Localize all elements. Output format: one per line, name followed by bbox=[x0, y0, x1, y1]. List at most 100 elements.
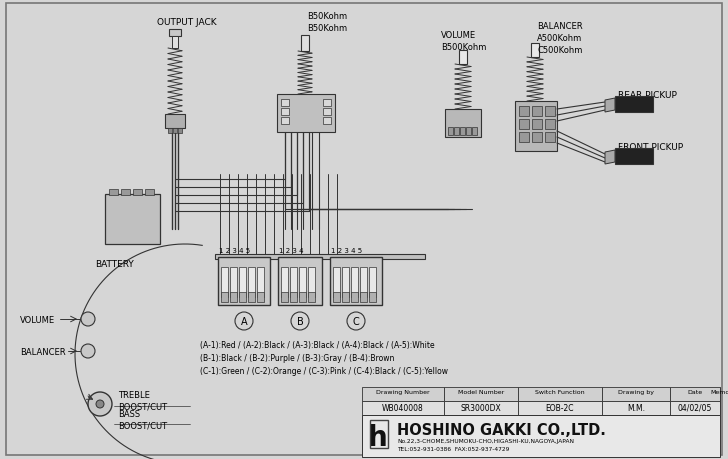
Bar bbox=[323, 118, 331, 125]
Bar bbox=[448, 128, 453, 136]
Bar bbox=[342, 292, 349, 302]
Text: TEL:052-931-0386  FAX:052-937-4729: TEL:052-931-0386 FAX:052-937-4729 bbox=[397, 446, 510, 451]
Text: TREBLE
BOOST/CUT: TREBLE BOOST/CUT bbox=[118, 390, 167, 411]
Text: BATTERY: BATTERY bbox=[95, 259, 135, 269]
Bar bbox=[308, 292, 315, 302]
Circle shape bbox=[235, 312, 253, 330]
Bar bbox=[519, 120, 529, 130]
Polygon shape bbox=[605, 99, 615, 113]
Bar bbox=[215, 254, 425, 259]
Bar bbox=[121, 190, 130, 196]
Bar bbox=[615, 149, 653, 165]
Bar bbox=[248, 292, 255, 302]
Text: Drawing by: Drawing by bbox=[618, 389, 654, 394]
Text: EOB-2C: EOB-2C bbox=[546, 403, 574, 412]
Text: HOSHINO GAKKI CO.,LTD.: HOSHINO GAKKI CO.,LTD. bbox=[397, 422, 606, 437]
Bar bbox=[330, 257, 382, 305]
Bar bbox=[532, 120, 542, 130]
Bar bbox=[257, 268, 264, 297]
Bar bbox=[230, 268, 237, 297]
Bar bbox=[545, 120, 555, 130]
Bar bbox=[218, 257, 270, 305]
Bar bbox=[369, 292, 376, 302]
Bar bbox=[221, 292, 228, 302]
Bar bbox=[290, 292, 297, 302]
Text: B50Kohm
B50Kohm: B50Kohm B50Kohm bbox=[307, 12, 347, 33]
Text: BALANCER: BALANCER bbox=[20, 347, 66, 356]
Bar bbox=[545, 107, 555, 117]
Bar bbox=[515, 102, 557, 151]
Bar bbox=[239, 268, 246, 297]
Bar bbox=[281, 268, 288, 297]
Bar bbox=[281, 118, 289, 125]
Bar bbox=[173, 129, 177, 134]
Bar bbox=[459, 51, 467, 65]
Bar bbox=[278, 257, 322, 305]
Text: OUTPUT JACK: OUTPUT JACK bbox=[157, 18, 217, 27]
Bar bbox=[239, 292, 246, 302]
Bar bbox=[518, 387, 602, 401]
Bar bbox=[342, 268, 349, 297]
Bar bbox=[333, 292, 340, 302]
Bar bbox=[602, 387, 670, 401]
Text: REAR PICKUP: REAR PICKUP bbox=[618, 91, 677, 100]
Text: B: B bbox=[296, 316, 304, 326]
Bar bbox=[472, 128, 477, 136]
Bar bbox=[360, 292, 367, 302]
Text: C: C bbox=[352, 316, 360, 326]
Bar bbox=[133, 190, 142, 196]
Bar bbox=[230, 292, 237, 302]
Text: SR3000DX: SR3000DX bbox=[461, 403, 502, 412]
Bar bbox=[290, 268, 297, 297]
Text: BALANCER
A500Kohm
C500Kohm: BALANCER A500Kohm C500Kohm bbox=[537, 22, 582, 55]
Bar bbox=[370, 420, 388, 448]
Bar bbox=[257, 292, 264, 302]
Circle shape bbox=[88, 392, 112, 416]
Bar bbox=[308, 268, 315, 297]
Bar bbox=[281, 292, 288, 302]
Text: (B-1):Black / (B-2):Purple / (B-3):Gray / (B-4):Brown: (B-1):Black / (B-2):Purple / (B-3):Gray … bbox=[200, 353, 395, 362]
Bar bbox=[444, 401, 518, 415]
Bar bbox=[532, 107, 542, 117]
Text: BASS
BOOST/CUT: BASS BOOST/CUT bbox=[118, 409, 167, 430]
Text: Date: Date bbox=[687, 389, 703, 394]
Circle shape bbox=[81, 344, 95, 358]
Text: VOLUME
B500Kohm: VOLUME B500Kohm bbox=[441, 31, 486, 52]
Text: h: h bbox=[367, 423, 387, 451]
Bar bbox=[323, 100, 331, 107]
Text: (A-1):Red / (A-2):Black / (A-3):Black / (A-4):Black / (A-5):White: (A-1):Red / (A-2):Black / (A-3):Black / … bbox=[200, 340, 435, 349]
Bar bbox=[670, 387, 720, 401]
Circle shape bbox=[291, 312, 309, 330]
Bar bbox=[518, 401, 602, 415]
Bar bbox=[105, 195, 160, 245]
Text: 1 2 3 4: 1 2 3 4 bbox=[279, 247, 304, 253]
Bar bbox=[362, 401, 444, 415]
Bar bbox=[281, 109, 289, 116]
Bar bbox=[165, 115, 185, 129]
Bar bbox=[172, 37, 178, 49]
Polygon shape bbox=[605, 151, 615, 165]
Bar bbox=[602, 401, 670, 415]
Bar bbox=[145, 190, 154, 196]
Bar bbox=[168, 129, 172, 134]
Text: Drawing Number: Drawing Number bbox=[376, 389, 430, 394]
Text: 04/02/05: 04/02/05 bbox=[678, 403, 712, 412]
Bar bbox=[519, 133, 529, 143]
Text: M.M.: M.M. bbox=[627, 403, 645, 412]
Bar bbox=[248, 268, 255, 297]
Circle shape bbox=[81, 312, 95, 326]
Bar bbox=[221, 268, 228, 297]
Bar bbox=[531, 44, 539, 58]
Bar bbox=[301, 36, 309, 52]
Bar bbox=[369, 268, 376, 297]
Text: 1 2 3 4 5: 1 2 3 4 5 bbox=[219, 247, 250, 253]
Bar bbox=[299, 292, 306, 302]
Bar bbox=[545, 133, 555, 143]
Bar bbox=[333, 268, 340, 297]
Bar bbox=[362, 387, 444, 401]
Bar bbox=[277, 95, 335, 133]
Bar bbox=[445, 110, 481, 138]
Text: VOLUME: VOLUME bbox=[20, 315, 55, 325]
Bar bbox=[323, 109, 331, 116]
Bar bbox=[178, 129, 182, 134]
